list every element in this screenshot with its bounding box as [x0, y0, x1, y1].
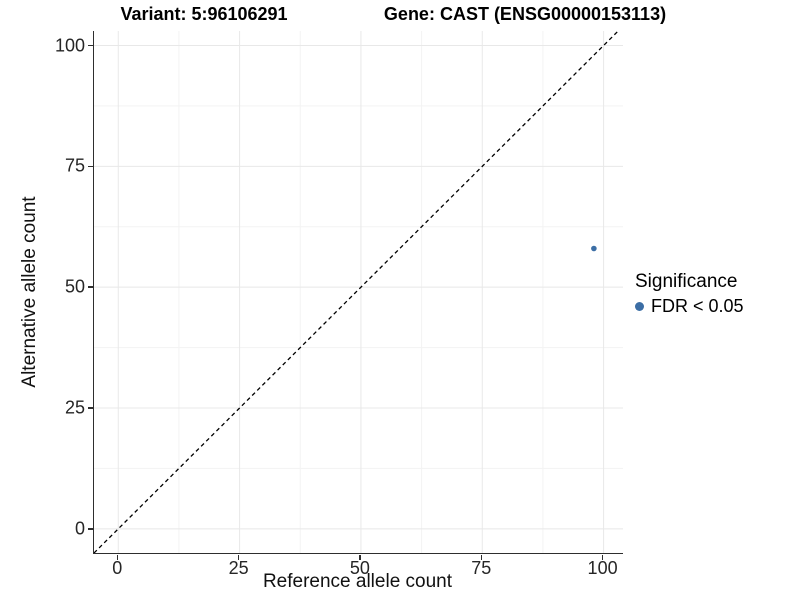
y-axis-tick-label: 75 [64, 155, 85, 176]
y-axis-tick [88, 528, 93, 530]
plot-title-variant: Variant: 5:96106291 [120, 4, 288, 24]
y-axis-tick [88, 44, 93, 47]
y-axis-tick [88, 286, 93, 288]
y-axis-tick-label: 50 [64, 276, 85, 297]
x-axis-tick [116, 554, 119, 560]
y-axis-tick-label: 25 [64, 397, 85, 418]
y-axis-tick-label: 0 [74, 518, 85, 539]
x-axis-tick-label: 75 [471, 558, 492, 578]
data-point [591, 245, 597, 252]
x-axis-tick-label: 25 [228, 558, 249, 578]
plot-panel [93, 31, 623, 554]
plot-title-gene: Gene: CAST (ENSG00000153113) [383, 4, 667, 24]
legend-item: FDR < 0.05 [635, 296, 744, 317]
y-axis-title: Alternative allele count [19, 196, 40, 388]
y-axis-tick [88, 165, 93, 168]
x-axis-tick [601, 554, 604, 560]
legend-title: Significance [635, 271, 738, 292]
x-axis-tick-label: 0 [112, 558, 123, 578]
y-axis-tick [88, 407, 93, 409]
x-axis-title: Reference allele count [262, 571, 453, 592]
legend-point-swatch-icon [635, 302, 644, 311]
legend-item-label: FDR < 0.05 [651, 296, 744, 316]
x-axis-tick-label: 100 [587, 558, 618, 578]
legend: Significance FDR < 0.05 [635, 271, 744, 317]
chart-canvas [94, 31, 623, 553]
x-axis-tick [480, 554, 482, 560]
x-axis-tick-label: 50 [349, 558, 370, 578]
y-axis-tick-label: 100 [54, 35, 85, 55]
identity-dashed-line [94, 31, 619, 553]
x-axis-tick [359, 554, 361, 560]
x-axis-tick [237, 554, 240, 560]
